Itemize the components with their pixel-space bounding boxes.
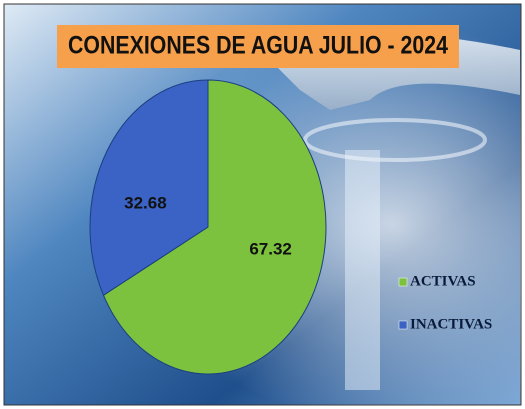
legend-label: INACTIVAS	[410, 316, 492, 332]
pie-slice	[89, 79, 209, 296]
data-label: 32.68	[124, 194, 167, 213]
glass-rim	[303, 118, 487, 162]
water-stream	[345, 150, 380, 390]
pie: 67.32 32.68	[89, 79, 327, 375]
legend-swatch	[398, 320, 408, 330]
title-box	[57, 25, 459, 68]
legend-swatch	[398, 277, 408, 287]
legend-label: ACTIVAS	[410, 273, 476, 289]
legend: ACTIVAS INACTIVAS	[398, 273, 492, 332]
pie-slice	[102, 79, 327, 375]
chart-title: CONEXIONES DE AGUA JULIO - 2024	[68, 32, 448, 60]
data-label: 67.32	[249, 239, 292, 258]
